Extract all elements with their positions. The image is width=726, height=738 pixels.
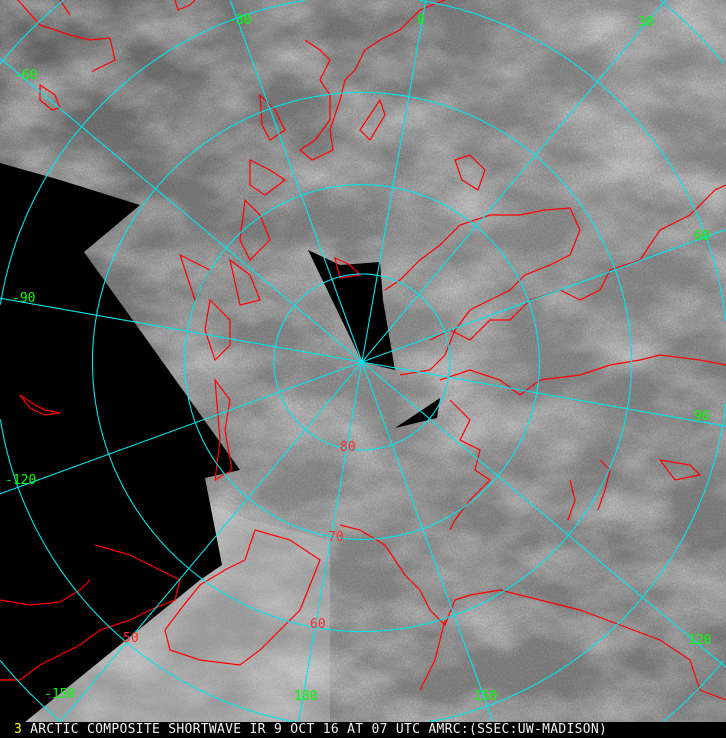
meridian-line (0, 361, 363, 495)
map-canvas: -30 0 30 -60 60 -90 90 -120 120 -150 180… (0, 0, 726, 722)
coast-labrador-island (39, 83, 61, 111)
lon-label-30: 30 (638, 15, 654, 30)
coast-alaska (164, 529, 321, 666)
coast-chukotka-kamchatka (339, 524, 726, 701)
lon-label-60: 60 (694, 229, 710, 244)
meridian-line (361, 228, 726, 363)
lat-label-70: 70 (328, 530, 344, 545)
lat-label-50: 50 (123, 631, 139, 646)
meridian-line (229, 0, 363, 363)
coast-vancouver-island (19, 394, 61, 416)
lon-label-0: 0 (417, 13, 425, 28)
coast-greenland (298, 0, 446, 161)
coast-ellesmere (334, 256, 362, 279)
lon-label-90: 90 (694, 409, 710, 424)
meridian-line (0, 297, 363, 363)
meridian-line (297, 361, 363, 722)
meridian-line (361, 0, 667, 363)
latitude-circle (0, 0, 725, 722)
frame-number: 3 (14, 722, 23, 737)
meridian-line (361, 0, 427, 363)
lat-label-80: 80 (340, 440, 356, 455)
lon-label-minus150: -150 (44, 687, 75, 702)
latitude-circle (91, 91, 633, 633)
coast-hudson-bay (17, 0, 116, 73)
coast-japan-islands (567, 459, 702, 521)
lat-lon-grid (0, 0, 726, 722)
lat-label-60: 60 (310, 617, 326, 632)
lon-label-minus120: -120 (5, 473, 36, 488)
caption-bar: 3 ARCTIC COMPOSITE SHORTWAVE IR 9 OCT 16 … (0, 722, 726, 738)
coast-siberia-north (429, 184, 726, 341)
meridian-line (361, 361, 726, 668)
lon-label-minus30: -30 (228, 13, 251, 28)
latitude-circle (273, 273, 451, 451)
coast-alaska-panhandle (0, 544, 181, 681)
lon-label-150: 150 (474, 689, 497, 704)
lon-label-minus60: -60 (14, 68, 37, 83)
coast-kamchatka-south (419, 619, 446, 691)
meridian-line (361, 361, 494, 722)
lon-label-180: 180 (294, 689, 317, 704)
lon-label-120: 120 (688, 633, 711, 648)
coast-siberia-mid (439, 354, 726, 396)
latitude-circle (0, 0, 726, 722)
coast-east-siberia (449, 399, 491, 531)
meridian-line (0, 57, 363, 363)
meridian-line (59, 361, 363, 722)
meridian-line (361, 361, 726, 427)
lon-label-minus90: -90 (12, 291, 35, 306)
caption-text: ARCTIC COMPOSITE SHORTWAVE IR 9 OCT 16 A… (30, 722, 608, 737)
coast-bc (0, 579, 91, 606)
latitude-circle (184, 184, 540, 540)
coast-iceland (454, 154, 486, 191)
coast-baffin-top (174, 0, 196, 11)
